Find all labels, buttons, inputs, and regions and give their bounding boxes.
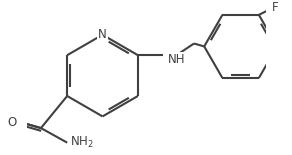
- Text: N: N: [98, 28, 107, 41]
- Text: O: O: [7, 116, 16, 129]
- Text: NH: NH: [168, 53, 185, 66]
- Text: NH$_2$: NH$_2$: [70, 135, 94, 150]
- Text: F: F: [272, 1, 279, 14]
